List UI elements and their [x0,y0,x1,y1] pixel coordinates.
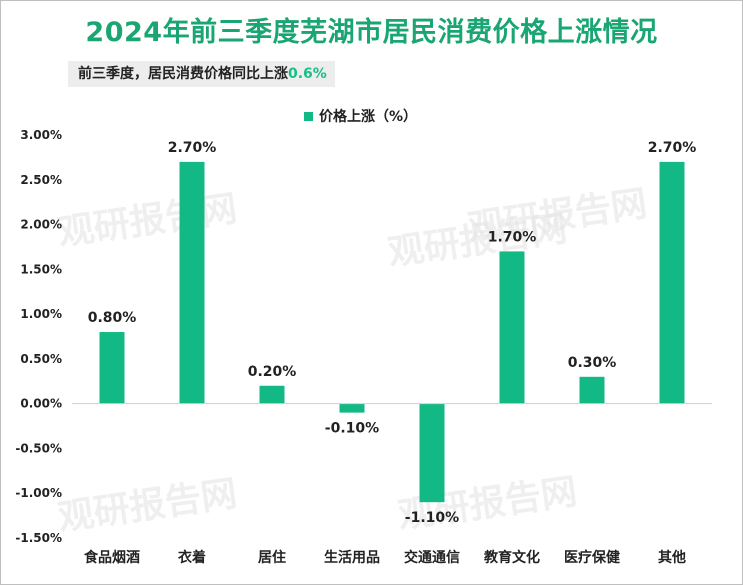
watermark-text: 观研报告网 [56,473,240,539]
y-tick-label: 1.50% [20,262,62,276]
y-tick-label: 0.50% [20,352,62,366]
x-category-label: 其他 [658,549,686,566]
x-category-label: 生活用品 [324,549,380,566]
x-category-label: 交通通信 [404,549,460,566]
x-category-label: 食品烟酒 [84,549,140,566]
bar [259,385,285,404]
data-label: 2.70% [168,140,217,156]
data-label: -1.10% [405,510,459,526]
watermark-text: 观研报告网 [56,188,240,254]
y-tick-label: -1.50% [15,531,62,545]
page-title: 2024年前三季度芜湖市居民消费价格上涨情况 [85,17,658,48]
x-category-label: 衣着 [178,549,206,566]
summary-text: 前三季度，居民消费价格同比上涨 [78,66,288,82]
data-label: -0.10% [325,421,379,437]
bar [499,251,525,404]
bar [339,403,365,413]
summary-value: 0.6% [288,66,327,82]
bar [419,403,445,503]
data-label: 1.70% [488,229,537,245]
y-tick-label: 0.00% [20,397,62,411]
bar [579,376,605,404]
y-tick-label: 1.00% [20,307,62,321]
x-category-label: 教育文化 [484,549,540,566]
y-tick-label: 2.00% [20,218,62,232]
bar [659,161,685,404]
y-tick-label: -1.00% [15,486,62,500]
y-tick-label: 2.50% [20,173,62,187]
data-label: 0.80% [88,310,137,326]
x-category-label: 医疗保健 [564,549,620,566]
x-category-label: 居住 [258,549,286,566]
data-label: 0.30% [568,355,617,371]
bar [179,161,205,404]
y-tick-label: -0.50% [15,441,62,455]
chart-legend: 价格上涨（%） [304,106,417,126]
legend-swatch [304,111,313,121]
data-label: 0.20% [248,364,297,380]
summary-box: 前三季度，居民消费价格同比上涨0.6% [68,61,335,87]
y-tick-label: 3.00% [20,128,62,142]
data-label: 2.70% [648,140,697,156]
bar [99,332,125,404]
legend-label: 价格上涨（%） [319,109,418,125]
